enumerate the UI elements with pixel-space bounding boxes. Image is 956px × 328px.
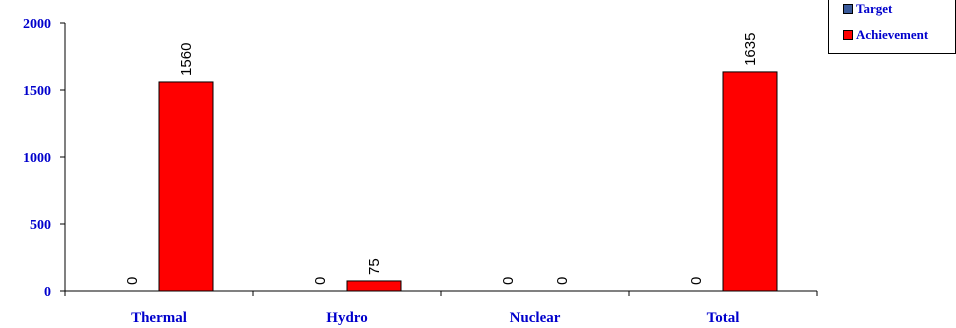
legend-item-target: Target <box>843 1 892 17</box>
x-category-label: Hydro <box>326 310 367 326</box>
legend-label-target: Target <box>856 1 893 16</box>
data-label: 0 <box>688 277 705 285</box>
data-label: 1560 <box>178 43 195 76</box>
y-tick-label: 500 <box>30 218 51 233</box>
legend: Target Achievement <box>828 0 956 54</box>
data-label: 0 <box>312 277 329 285</box>
data-label: 1635 <box>742 33 759 66</box>
data-label: 75 <box>366 258 383 275</box>
bar-achievement <box>346 280 402 292</box>
legend-label-achievement: Achievement <box>856 27 929 42</box>
y-tick-label: 1000 <box>23 151 51 166</box>
bar-achievement <box>722 71 778 292</box>
y-tick-label: 2000 <box>23 17 51 32</box>
x-category-label: Thermal <box>131 310 187 326</box>
y-tick-label: 1500 <box>23 84 51 99</box>
legend-swatch-target <box>843 4 853 14</box>
data-label: 0 <box>500 277 517 285</box>
legend-item-achievement: Achievement <box>843 27 928 43</box>
data-label: 0 <box>124 277 141 285</box>
bar-achievement <box>158 81 214 292</box>
y-tick-label: 0 <box>44 285 51 300</box>
x-category-label: Nuclear <box>510 310 561 326</box>
x-category-label: Total <box>707 310 740 326</box>
legend-swatch-achievement <box>843 30 853 40</box>
data-label: 0 <box>554 277 571 285</box>
